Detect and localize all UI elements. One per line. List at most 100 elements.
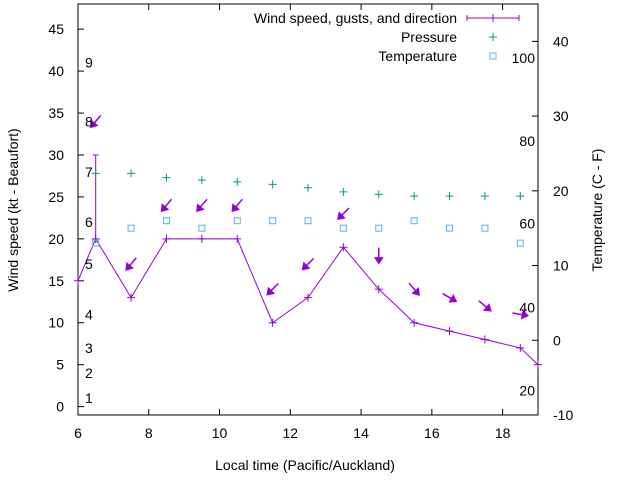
wind-direction-arrow — [337, 207, 350, 220]
plot-border — [77, 3, 539, 416]
fahrenheit-label: 40 — [519, 299, 535, 315]
pressure-point — [127, 169, 136, 178]
beaufort-label: 7 — [85, 164, 93, 180]
y2-tick-label: 0 — [553, 332, 561, 348]
pressure-point — [268, 180, 277, 189]
temperature-point — [269, 217, 277, 225]
legend-label: Wind speed, gusts, and direction — [254, 10, 457, 26]
gust-bar — [92, 154, 99, 239]
beaufort-label: 2 — [85, 365, 93, 381]
wind-speed-point — [197, 234, 206, 243]
temperature-point — [92, 239, 100, 247]
wind-speed-point — [74, 276, 82, 285]
temperature-point — [375, 224, 383, 232]
wind-speed-point — [480, 335, 489, 344]
beaufort-label: 1 — [85, 390, 93, 406]
temperature-point — [339, 224, 347, 232]
wind-speed-point — [534, 360, 542, 369]
legend-label: Temperature — [378, 48, 457, 64]
temperature-point — [516, 239, 524, 247]
pressure-point — [410, 192, 419, 201]
x-tick-label: 16 — [424, 425, 440, 441]
fahrenheit-label: 20 — [519, 382, 535, 398]
temperature-point — [162, 217, 170, 225]
y-tick-label: 15 — [48, 273, 64, 289]
y2-tick-label: -10 — [553, 407, 573, 423]
wind-speed-point — [445, 327, 454, 336]
label-layer: 6 8 10 12 14 16 18051015202530354045-100102030… — [48, 10, 573, 441]
legend-swatch — [489, 52, 497, 60]
wind-direction-arrow — [301, 257, 315, 271]
arrow-head — [520, 309, 530, 320]
fahrenheit-label: 80 — [519, 133, 535, 149]
temperature-point — [481, 224, 489, 232]
arrow-head — [89, 119, 99, 129]
wind-direction-arrow — [266, 282, 279, 296]
y-tick-label: 40 — [48, 63, 64, 79]
y2-axis-label: Temperature (C - F) — [589, 149, 605, 272]
beaufort-label: 3 — [85, 340, 93, 356]
temperature-point — [198, 224, 206, 232]
arrow-head — [411, 287, 420, 297]
arrow-head — [482, 303, 492, 312]
x-tick-label: 14 — [353, 425, 369, 441]
x-tick-label: 10 — [212, 425, 228, 441]
y2-tick-label: 30 — [553, 108, 569, 124]
y-tick-label: 35 — [48, 105, 64, 121]
y-tick-label: 30 — [48, 147, 64, 163]
y2-tick-label: 10 — [553, 258, 569, 274]
pressure-point — [374, 190, 383, 199]
arrow-head — [266, 286, 276, 296]
arrow-head — [160, 203, 170, 213]
wind-speed-point — [516, 343, 525, 352]
arrow-head — [196, 203, 205, 213]
series-layer — [74, 114, 542, 369]
wind-direction-arrow — [196, 198, 208, 213]
x-tick-label: 18 — [495, 425, 511, 441]
pressure-point — [233, 177, 242, 186]
wind-direction-arrow — [125, 257, 137, 271]
wind-direction-arrow — [89, 114, 102, 129]
y-tick-label: 10 — [48, 315, 64, 331]
beaufort-label: 8 — [85, 113, 93, 129]
temperature-point — [233, 217, 241, 225]
y2-tick-label: 40 — [553, 33, 569, 49]
legend-swatch — [466, 14, 520, 22]
x-tick-label: 12 — [283, 425, 299, 441]
plot-frame-layer — [77, 3, 539, 416]
fahrenheit-label: 100 — [512, 50, 536, 66]
wind-direction-arrow — [442, 292, 458, 303]
beaufort-label: 4 — [85, 306, 93, 322]
wind-speed-point — [410, 318, 419, 327]
arrow-head — [301, 261, 311, 271]
temperature-point — [127, 224, 135, 232]
y-tick-label: 0 — [56, 399, 64, 415]
wind-speed-point — [233, 234, 242, 243]
pressure-point — [91, 169, 100, 178]
beaufort-label: 6 — [85, 214, 93, 230]
temperature-point — [446, 224, 454, 232]
wind-direction-arrow — [408, 282, 420, 297]
wind-speed-point — [304, 293, 312, 302]
y2-tick-label: 20 — [553, 183, 569, 199]
wind-direction-arrow — [160, 198, 173, 213]
pressure-point — [516, 192, 525, 201]
wind-speed-line — [77, 237, 539, 366]
legend-label: Pressure — [401, 29, 457, 45]
y-tick-label: 25 — [48, 189, 64, 205]
arrow-head — [337, 211, 346, 220]
wind-direction-arrow — [231, 198, 243, 213]
arrow-head — [373, 257, 384, 265]
temperature-point — [304, 217, 312, 225]
fahrenheit-label: 60 — [519, 216, 535, 232]
pressure-point — [480, 192, 489, 201]
legend-swatch — [489, 33, 497, 41]
y-axis-label: Wind speed (kt - Beaufort) — [5, 128, 21, 291]
wind-speed-point — [127, 293, 136, 302]
x-tick-label: 6 — [74, 425, 82, 441]
pressure-point — [304, 183, 312, 192]
y-tick-label: 45 — [48, 21, 64, 37]
arrow-head — [231, 203, 241, 213]
wind-speed-point — [374, 285, 383, 294]
